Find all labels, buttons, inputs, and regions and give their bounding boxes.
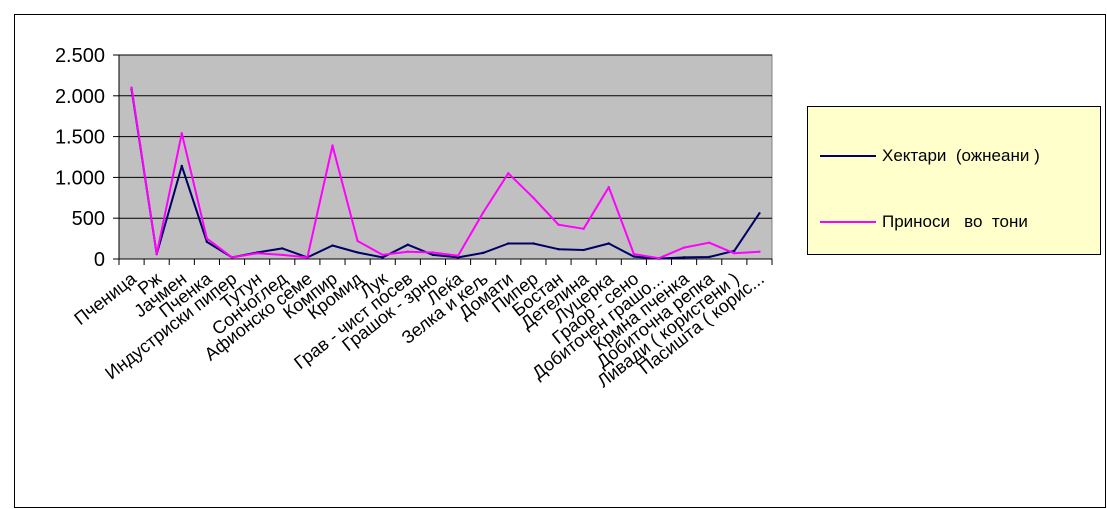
data-point-1 <box>281 253 284 257</box>
data-point-1 <box>682 246 686 249</box>
y-tick-label: 500 <box>72 208 105 230</box>
y-tick-label: 2.500 <box>55 45 105 67</box>
data-point-0 <box>682 256 686 259</box>
data-point-1 <box>381 253 384 257</box>
plot-area <box>118 54 773 260</box>
data-point-0 <box>557 248 560 251</box>
data-point-1 <box>481 211 485 214</box>
data-point-0 <box>205 240 209 244</box>
data-point-1 <box>557 223 560 226</box>
legend-swatch-hectares <box>820 155 876 157</box>
data-point-0 <box>632 255 636 258</box>
y-tick-label: 1.500 <box>55 127 105 149</box>
series-line-1 <box>130 87 760 260</box>
data-point-0 <box>532 242 535 245</box>
data-point-0 <box>481 251 485 255</box>
data-point-1 <box>632 252 636 256</box>
data-point-1 <box>155 252 158 256</box>
legend: Хектари (ожнеани ) Приноси во тони <box>807 106 1101 255</box>
data-point-0 <box>607 242 610 245</box>
series-lines <box>130 86 761 260</box>
data-point-1 <box>406 250 410 253</box>
data-point-1 <box>230 256 234 259</box>
data-point-0 <box>708 255 711 259</box>
data-point-1 <box>180 132 183 135</box>
data-point-1 <box>708 241 711 244</box>
data-point-0 <box>180 164 183 168</box>
plot-background <box>118 54 773 260</box>
data-point-0 <box>381 256 384 259</box>
data-point-1 <box>657 256 661 260</box>
y-tick-label: 1.000 <box>55 167 105 189</box>
data-point-1 <box>356 239 359 243</box>
data-point-1 <box>507 172 510 175</box>
legend-item-hectares: Хектари (ожнеани ) <box>820 144 1040 168</box>
legend-label-hectares: Хектари (ожнеани ) <box>882 146 1040 165</box>
data-point-1 <box>331 144 334 147</box>
data-point-0 <box>406 243 410 246</box>
legend-label-yields: Приноси во тони <box>882 212 1028 231</box>
data-point-0 <box>507 242 510 245</box>
x-tick-label: Пченица <box>70 268 140 329</box>
data-point-0 <box>356 251 359 254</box>
legend-item-yields: Приноси во тони <box>820 210 1028 234</box>
data-point-1 <box>130 86 133 89</box>
data-point-0 <box>331 244 334 247</box>
data-point-1 <box>582 227 585 231</box>
data-point-1 <box>532 196 535 199</box>
data-point-1 <box>306 256 309 259</box>
data-point-1 <box>431 251 435 254</box>
data-point-1 <box>255 252 259 255</box>
data-point-0 <box>733 249 736 253</box>
data-point-1 <box>205 237 209 240</box>
data-point-0 <box>431 253 435 257</box>
data-point-0 <box>281 247 284 250</box>
data-point-1 <box>607 185 610 189</box>
data-point-1 <box>758 250 761 253</box>
y-tick-label: 2.000 <box>55 86 105 108</box>
axes: 2.5002.0001.5001.0005000ПченицаРжЈачменП… <box>55 45 773 391</box>
data-point-0 <box>758 212 761 215</box>
data-point-0 <box>582 248 585 252</box>
data-point-1 <box>733 252 736 255</box>
y-tick-label: 0 <box>94 249 105 271</box>
legend-swatch-yields <box>820 221 876 223</box>
data-point-1 <box>456 254 460 257</box>
